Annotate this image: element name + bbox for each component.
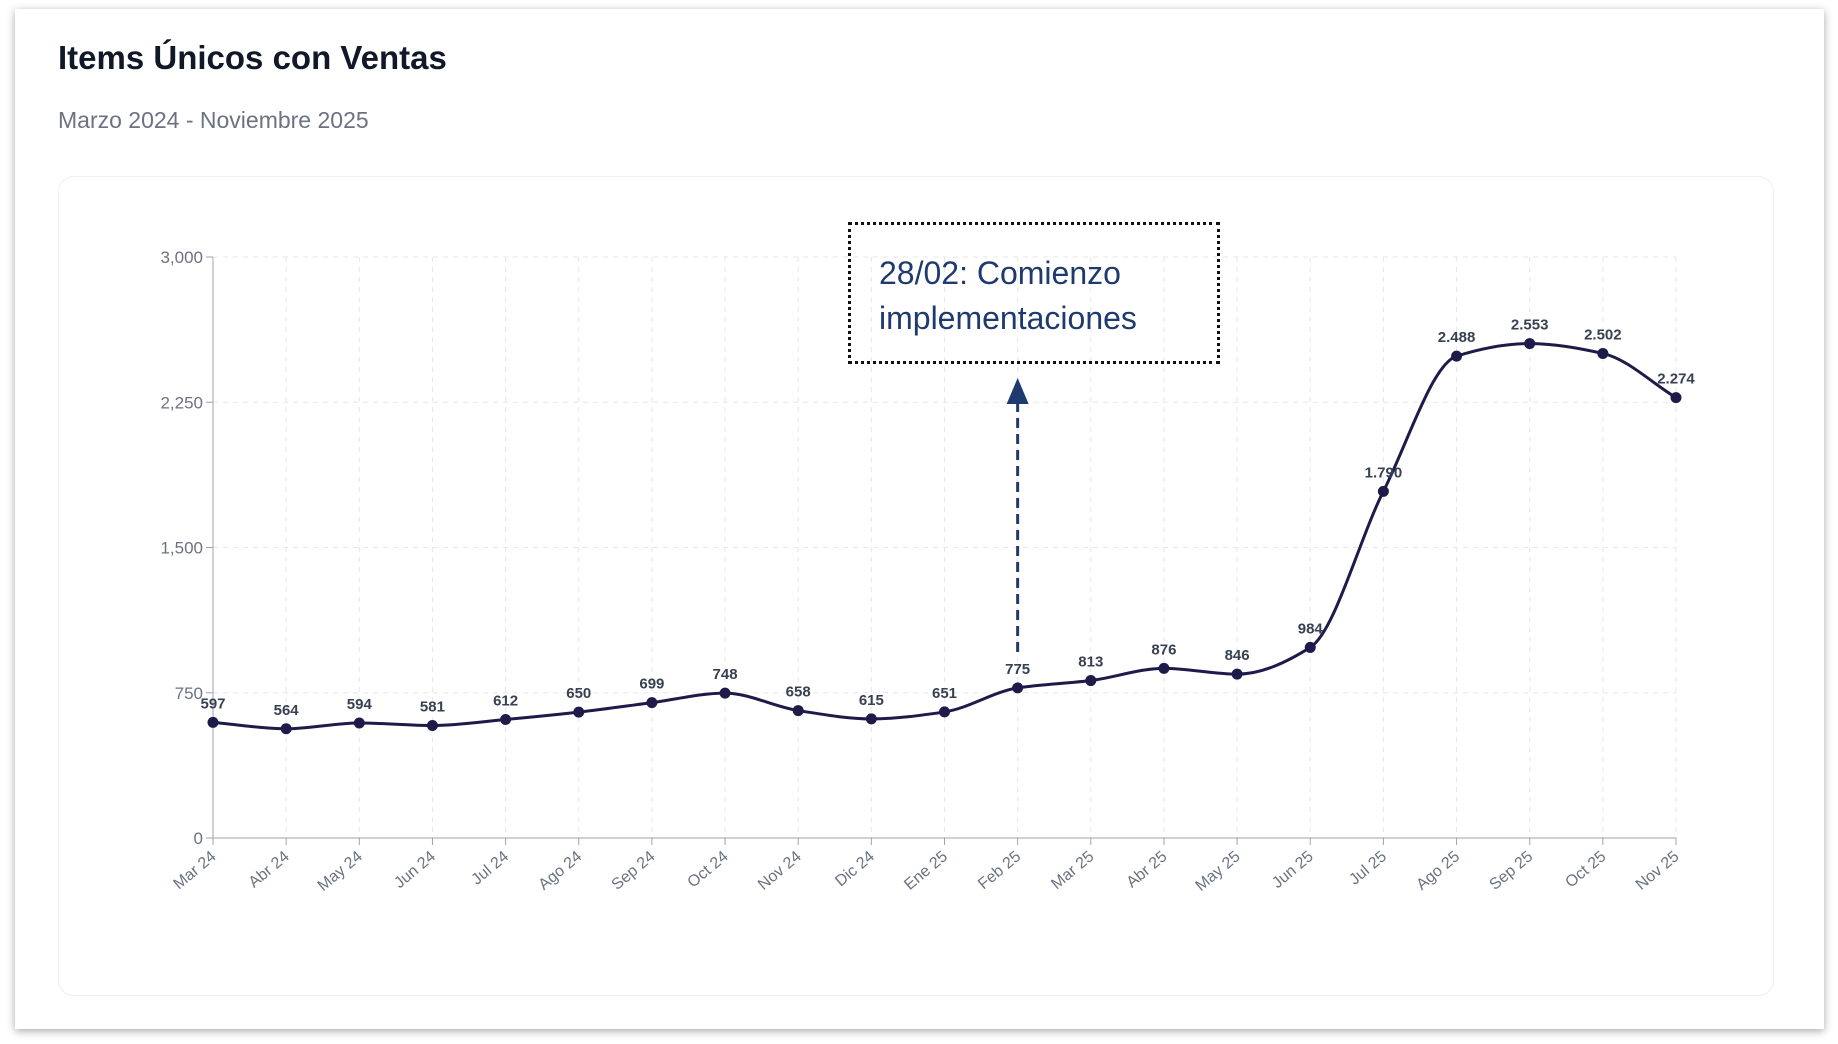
data-label: 699 xyxy=(639,676,664,693)
x-tick-label: Oct 25 xyxy=(1562,848,1609,891)
data-label: 2.488 xyxy=(1438,329,1476,346)
chart-panel xyxy=(58,176,1774,996)
data-point xyxy=(280,723,292,735)
data-point xyxy=(207,716,219,728)
data-label: 564 xyxy=(274,702,300,719)
data-point xyxy=(646,697,658,709)
annotation-line2: implementaciones xyxy=(879,300,1137,336)
data-point xyxy=(500,713,512,725)
data-point xyxy=(719,687,731,699)
y-tick-label: 2,250 xyxy=(160,393,203,412)
data-point xyxy=(426,719,438,731)
data-label: 2.553 xyxy=(1511,317,1549,334)
x-tick-label: Nov 24 xyxy=(755,848,805,894)
data-point xyxy=(792,705,804,717)
data-point xyxy=(939,706,950,718)
x-tick-label: May 24 xyxy=(315,848,366,895)
annotation-box: 28/02: Comienzo implementaciones xyxy=(848,222,1220,364)
y-tick-label: 3,000 xyxy=(160,248,203,267)
y-tick-label: 1,500 xyxy=(160,539,203,558)
page-title: Items Únicos con Ventas xyxy=(58,39,447,76)
x-tick-label: Feb 25 xyxy=(975,848,1024,893)
data-label: 876 xyxy=(1151,641,1176,658)
page-subtitle: Marzo 2024 - Noviembre 2025 xyxy=(58,107,369,133)
x-tick-label: Jun 24 xyxy=(391,848,439,892)
x-tick-label: Jul 25 xyxy=(1346,848,1390,889)
data-point xyxy=(1451,350,1463,362)
x-tick-label: Oct 24 xyxy=(685,848,732,891)
data-label: 650 xyxy=(566,685,591,702)
data-label: 597 xyxy=(200,695,225,712)
data-label: 615 xyxy=(859,692,884,709)
x-tick-label: Nov 25 xyxy=(1633,848,1683,894)
data-label: 1.790 xyxy=(1365,464,1403,481)
x-tick-label: Jul 24 xyxy=(469,848,513,889)
data-point xyxy=(1377,485,1389,497)
x-tick-label: Ene 25 xyxy=(901,848,951,894)
data-label: 2.502 xyxy=(1584,326,1622,343)
arrow-up-icon xyxy=(1006,378,1029,404)
data-point xyxy=(1597,347,1609,359)
x-tick-label: Mar 25 xyxy=(1048,848,1097,893)
data-point xyxy=(1012,682,1024,694)
x-tick-label: Abr 24 xyxy=(246,848,293,891)
x-tick-label: Ago 24 xyxy=(536,848,586,894)
data-label: 984 xyxy=(1298,620,1324,637)
chart-card: Items Únicos con Ventas Marzo 2024 - Nov… xyxy=(15,9,1824,1029)
x-tick-label: Sep 25 xyxy=(1486,848,1536,894)
x-tick-label: Abr 25 xyxy=(1123,848,1170,891)
x-tick-label: May 25 xyxy=(1193,848,1244,895)
data-point xyxy=(1304,641,1316,653)
x-tick-label: Jun 25 xyxy=(1269,848,1317,892)
x-tick-label: Ago 25 xyxy=(1413,848,1463,894)
data-point xyxy=(1231,668,1243,680)
x-tick-label: Dic 24 xyxy=(832,848,878,890)
data-label: 748 xyxy=(713,666,738,683)
data-label: 651 xyxy=(932,685,957,702)
data-point xyxy=(1670,392,1682,404)
data-label: 658 xyxy=(786,684,811,701)
data-label: 581 xyxy=(420,698,445,715)
series-line xyxy=(212,342,1677,731)
data-label: 612 xyxy=(493,692,518,709)
data-point xyxy=(353,717,365,729)
data-label: 813 xyxy=(1078,654,1103,671)
data-point xyxy=(573,706,585,718)
y-tick-label: 0 xyxy=(194,829,203,848)
y-tick-label: 750 xyxy=(175,684,203,703)
data-point xyxy=(1085,675,1097,687)
x-tick-label: Mar 24 xyxy=(170,848,219,893)
data-point xyxy=(865,713,877,725)
x-tick-label: Sep 24 xyxy=(609,848,659,894)
annotation-line1: 28/02: Comienzo xyxy=(879,255,1121,291)
data-label: 2.274 xyxy=(1657,371,1695,388)
data-point xyxy=(1158,662,1170,674)
data-label: 846 xyxy=(1225,647,1250,664)
data-point xyxy=(1524,338,1536,350)
data-label: 775 xyxy=(1005,661,1030,678)
data-label: 594 xyxy=(347,696,373,713)
